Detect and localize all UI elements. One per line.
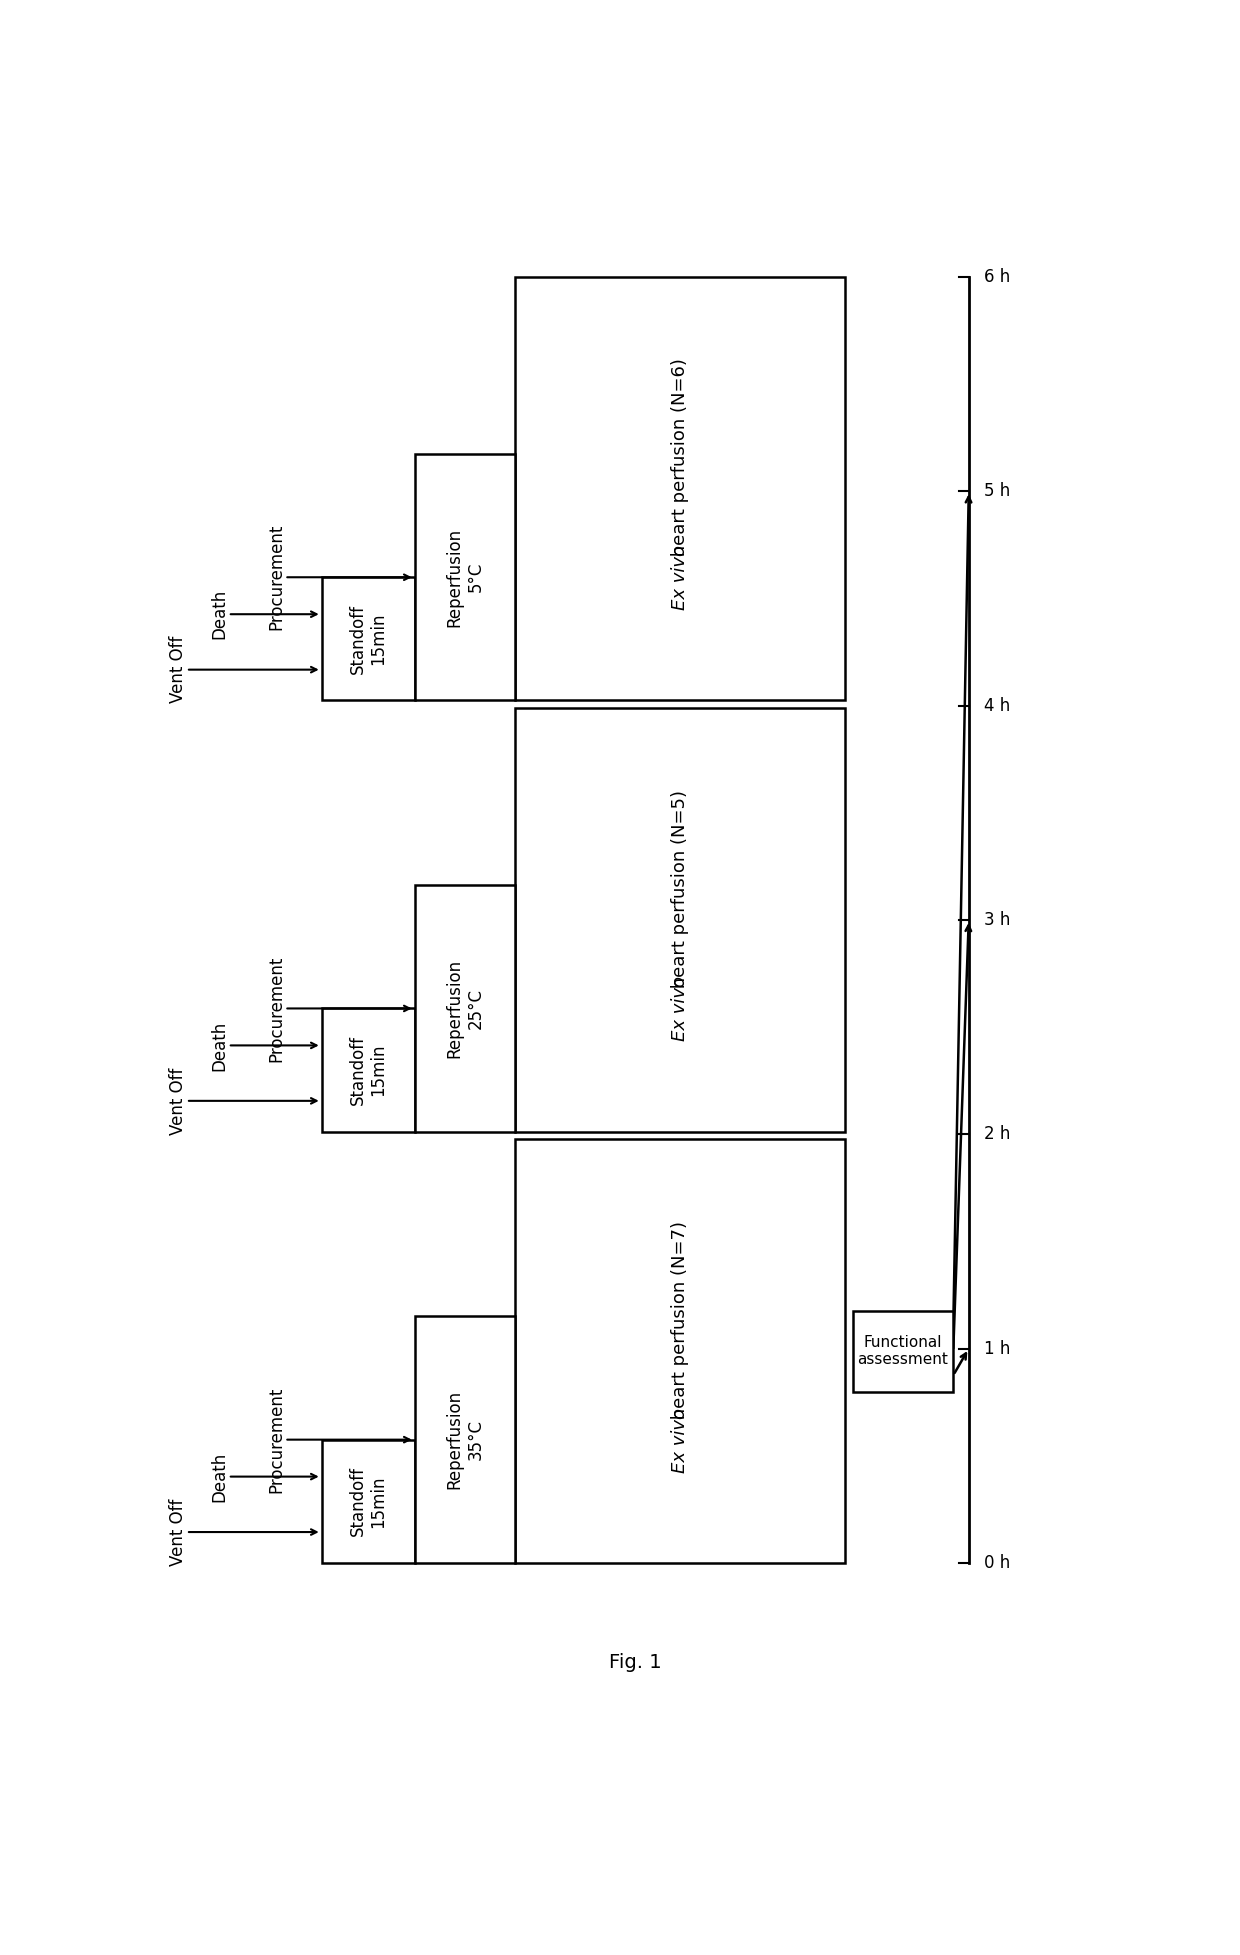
Text: Reperfusion
35°C: Reperfusion 35°C <box>445 1390 485 1490</box>
Text: Ex vivo: Ex vivo <box>671 545 689 610</box>
Text: Procurement: Procurement <box>268 1386 285 1494</box>
Bar <box>516 1140 844 1562</box>
Text: Fig. 1: Fig. 1 <box>609 1654 662 1672</box>
Text: Death: Death <box>211 1021 229 1071</box>
Bar <box>853 1310 954 1392</box>
Bar <box>321 1009 414 1132</box>
Text: Vent Off: Vent Off <box>169 1498 187 1566</box>
Text: Standoff
15min: Standoff 15min <box>348 604 388 674</box>
Text: Vent Off: Vent Off <box>169 1067 187 1134</box>
Text: Ex vivo: Ex vivo <box>671 1408 689 1472</box>
Text: Death: Death <box>211 1451 229 1501</box>
Text: heart perfusion (N=5): heart perfusion (N=5) <box>671 790 689 993</box>
Text: Procurement: Procurement <box>268 524 285 630</box>
Bar <box>516 278 844 700</box>
Text: heart perfusion (N=6): heart perfusion (N=6) <box>671 358 689 563</box>
Bar <box>414 1316 516 1562</box>
Bar <box>414 454 516 700</box>
Text: Procurement: Procurement <box>268 956 285 1062</box>
Text: 5 h: 5 h <box>985 483 1011 500</box>
Text: heart perfusion (N=7): heart perfusion (N=7) <box>671 1220 689 1425</box>
Bar <box>321 577 414 700</box>
Text: 4 h: 4 h <box>985 696 1011 716</box>
Text: Standoff
15min: Standoff 15min <box>348 1034 388 1105</box>
Text: 1 h: 1 h <box>985 1339 1011 1357</box>
Text: Reperfusion
5°C: Reperfusion 5°C <box>445 528 485 628</box>
Text: 3 h: 3 h <box>985 911 1011 929</box>
Text: 0 h: 0 h <box>985 1554 1011 1572</box>
Bar <box>321 1439 414 1562</box>
Text: Vent Off: Vent Off <box>169 635 187 704</box>
Text: Ex vivo: Ex vivo <box>671 976 689 1042</box>
Text: Death: Death <box>211 588 229 639</box>
Text: 6 h: 6 h <box>985 268 1011 285</box>
Text: Standoff
15min: Standoff 15min <box>348 1466 388 1537</box>
Text: Reperfusion
25°C: Reperfusion 25°C <box>445 958 485 1058</box>
Bar <box>516 708 844 1132</box>
Text: 2 h: 2 h <box>985 1126 1011 1144</box>
Text: Functional
assessment: Functional assessment <box>857 1335 949 1367</box>
Bar <box>414 886 516 1132</box>
